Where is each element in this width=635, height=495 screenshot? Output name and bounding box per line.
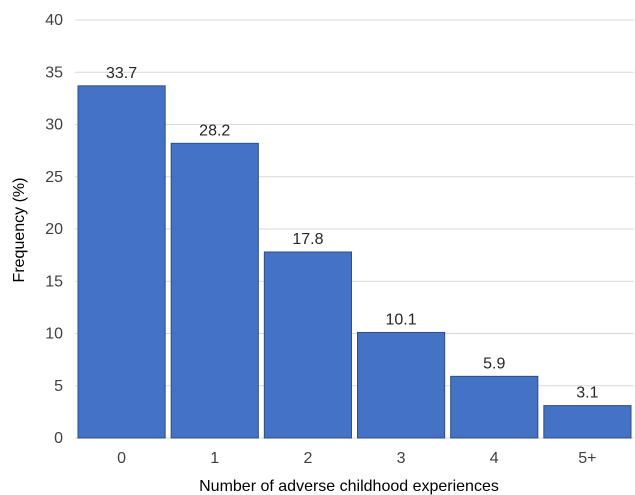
y-tick-label: 35	[45, 64, 63, 81]
data-label: 10.1	[386, 311, 417, 328]
bar	[543, 405, 632, 439]
y-tick-label: 10	[45, 326, 63, 343]
x-tick-label: 5+	[578, 450, 596, 467]
x-tick-label: 2	[303, 450, 312, 467]
bar	[450, 375, 539, 439]
x-tick-label: 0	[117, 450, 126, 467]
bars	[77, 85, 632, 439]
y-tick-label: 30	[45, 117, 63, 134]
y-tick-label: 5	[54, 378, 63, 395]
x-axis-ticks: 0 1 2 3 4 5+	[117, 450, 596, 467]
x-tick-label: 3	[397, 450, 406, 467]
y-tick-label: 15	[45, 273, 63, 290]
y-tick-label: 0	[54, 430, 63, 447]
y-tick-label: 20	[45, 221, 63, 238]
data-label: 17.8	[292, 231, 323, 248]
data-labels: 33.7 28.2 17.8 10.1 5.9 3.1	[106, 65, 599, 402]
data-label: 5.9	[483, 355, 505, 372]
bar	[263, 251, 353, 439]
data-label: 33.7	[106, 65, 137, 82]
bar	[77, 85, 166, 439]
bar	[170, 142, 259, 439]
y-tick-label: 40	[45, 12, 63, 29]
gridlines	[75, 19, 634, 439]
y-axis-ticks: 0 5 10 15 20 25 30 35 40	[45, 12, 63, 447]
x-tick-label: 1	[210, 450, 219, 467]
x-axis-title: Number of adverse childhood experiences	[199, 478, 499, 495]
bar	[357, 331, 446, 439]
data-label: 28.2	[199, 122, 230, 139]
data-label: 3.1	[576, 385, 598, 402]
y-tick-label: 25	[45, 169, 63, 186]
y-axis-title: Frequency (%)	[11, 178, 28, 283]
x-tick-label: 4	[490, 450, 499, 467]
